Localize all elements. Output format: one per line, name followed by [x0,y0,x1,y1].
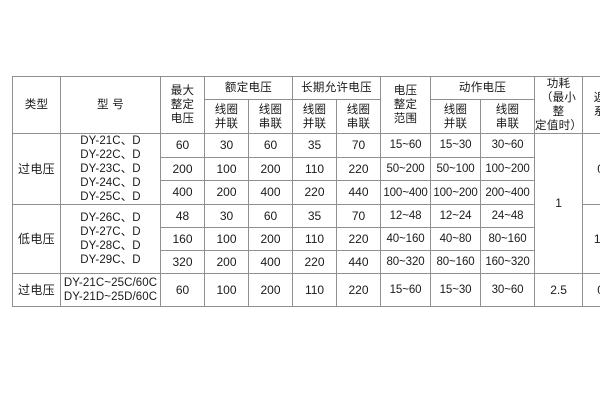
row-type: 过电压 [12,133,61,206]
cell-action-parallel: 50~100 [430,156,482,182]
cell-action-parallel: 40~80 [430,227,482,252]
cell-longterm-parallel: 35 [292,133,338,158]
table-row: 低电压 DY-26C、D DY-27C、D DY-28C、D DY-29C、D … [12,204,600,275]
cell-return-coefficient: 0.8 [582,273,600,308]
table-header-row-1: 类型 型 号 最大 整定 电压 额定电压 长期允许电压 电压 整定 范围 动作电… [12,75,600,135]
cell-longterm-parallel: 35 [292,204,338,229]
header-type: 类型 [12,75,61,135]
cell-rated-series: 200 [247,156,294,182]
cell-action-series: 100~200 [480,156,536,182]
cell-rated-series: 400 [247,180,294,206]
table-header-row-2: 线圈 并联 线圈 串联 线圈 并联 线圈 串联 线圈 并联 线圈 串联 [13,98,600,135]
cell-longterm-parallel: 220 [292,180,338,206]
cell-action-series: 80~160 [480,227,536,252]
cell-rated-parallel: 200 [204,180,249,206]
header-long-term-allowable-voltage: 长期允许电压 [292,76,382,100]
cell-max-setting: 400 [160,180,205,206]
table-row: 160 100 200 110 220 40~160 40~80 80~160 [13,227,600,252]
cell-rated-series: 60 [247,204,294,229]
header-longterm-coil-series: 线圈 串联 [336,98,382,135]
row-model: DY-26C、D DY-27C、D DY-28C、D DY-29C、D [60,204,161,275]
row-type: 低电压 [12,204,61,275]
cell-action-parallel: 15~30 [430,133,482,158]
cell-rated-parallel: 100 [204,227,249,252]
header-max-setting-voltage: 最大 整定 电压 [160,75,205,135]
cell-rated-parallel: 200 [204,250,249,275]
cell-power-consumption: 2.5 [534,273,584,308]
cell-longterm-parallel: 110 [292,227,338,252]
cell-setting-range: 80~320 [380,250,432,275]
cell-longterm-parallel: 110 [292,273,338,308]
table-row: 过电压 DY-21C、D DY-22C、D DY-23C、D DY-24C、D … [12,133,600,275]
cell-setting-range: 50~200 [380,156,432,182]
cell-rated-series: 200 [247,227,294,252]
cell-action-parallel: 12~24 [430,204,482,229]
cell-rated-series: 200 [247,273,294,308]
cell-action-parallel: 80~160 [430,250,482,275]
cell-setting-range: 15~60 [380,133,432,158]
header-return-coefficient: 返回 系数 [582,75,600,135]
cell-max-setting: 160 [160,227,205,252]
header-rated-coil-parallel: 线圈 并联 [204,98,249,135]
header-rated-coil-series: 线圈 串联 [247,98,294,135]
cell-return-coefficient: 1.25 [582,204,600,275]
cell-action-series: 200~400 [480,180,536,206]
header-rated-voltage: 额定电压 [203,76,294,100]
cell-longterm-parallel: 110 [292,156,338,182]
cell-action-series: 24~48 [480,204,536,229]
cell-setting-range: 100~400 [380,180,432,206]
cell-max-setting: 60 [160,273,205,308]
cell-longterm-series: 70 [336,204,382,229]
cell-rated-parallel: 30 [204,204,249,229]
cell-setting-range: 15~60 [380,273,432,308]
header-power-consumption: 功耗 （最小整 定值时） [534,75,584,135]
cell-longterm-parallel: 220 [292,250,338,275]
header-longterm-coil-parallel: 线圈 并联 [292,98,338,135]
cell-longterm-series: 440 [336,250,382,275]
cell-rated-parallel: 100 [204,273,249,308]
cell-action-series: 30~60 [480,133,536,158]
row-model: DY-21C~25C/60C DY-21D~25D/60C [60,273,161,308]
cell-action-parallel: 100~200 [430,180,482,206]
cell-setting-range: 40~160 [380,227,432,252]
cell-longterm-series: 220 [336,227,382,252]
header-voltage-setting-range: 电压 整定 范围 [380,75,432,135]
row-model: DY-21C、D DY-22C、D DY-23C、D DY-24C、D DY-2… [60,133,161,206]
row-type: 过电压 [12,273,61,308]
cell-max-setting: 48 [160,204,205,229]
table-row: 过电压 DY-21C~25C/60C DY-21D~25D/60C 60 100… [12,273,600,308]
cell-action-parallel: 15~30 [430,273,482,308]
cell-setting-range: 12~48 [380,204,432,229]
cell-max-setting: 200 [160,156,205,182]
cell-action-series: 160~320 [480,250,536,275]
cell-return-coefficient: 0.8 [582,133,600,206]
header-action-coil-series: 线圈 串联 [480,98,536,135]
cell-longterm-series: 220 [336,273,382,308]
cell-longterm-series: 70 [336,133,382,158]
header-model: 型 号 [60,75,161,135]
cell-max-setting: 60 [160,133,205,158]
cell-power-consumption: 1 [534,133,584,275]
cell-rated-series: 400 [247,250,294,275]
cell-max-setting: 320 [160,250,205,275]
cell-action-series: 30~60 [480,273,536,308]
relay-specification-table: 类型 型 号 最大 整定 电压 额定电压 长期允许电压 电压 整定 范围 动作电… [12,75,600,308]
cell-longterm-series: 220 [336,156,382,182]
header-action-voltage: 动作电压 [430,76,536,100]
cell-rated-series: 60 [247,133,294,158]
cell-longterm-series: 440 [336,180,382,206]
spec-table-container: 类型 型 号 最大 整定 电压 额定电压 长期允许电压 电压 整定 范围 动作电… [12,75,600,308]
cell-rated-parallel: 100 [204,156,249,182]
header-action-coil-parallel: 线圈 并联 [430,98,482,135]
table-row: 400 200 400 220 440 100~400 100~200 200~… [13,180,600,206]
cell-rated-parallel: 30 [204,133,249,158]
